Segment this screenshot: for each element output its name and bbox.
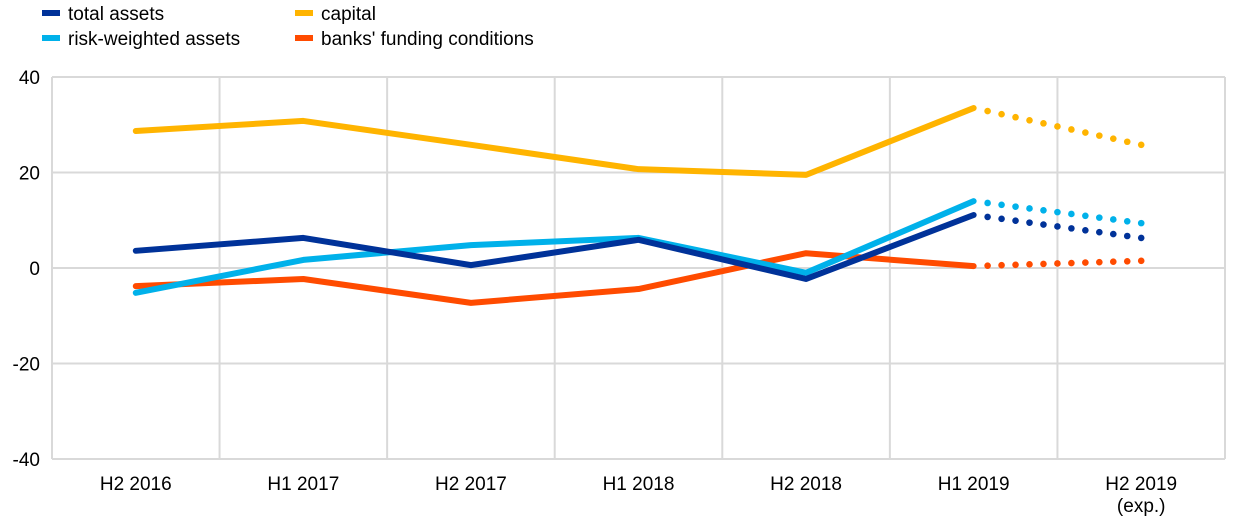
expected-point (1068, 126, 1075, 133)
expected-point (998, 201, 1005, 209)
legend-label: banks' funding conditions (321, 29, 534, 50)
legend-label: total assets (68, 4, 164, 25)
expected-point (1082, 226, 1089, 234)
x-tick-label: H1 2019 (938, 474, 1010, 495)
expected-point (984, 199, 991, 207)
expected-point (1040, 207, 1047, 214)
expected-point (1096, 132, 1103, 139)
x-tick-label: H1 2017 (267, 474, 339, 495)
expected-point (1012, 203, 1019, 210)
expected-point (1082, 259, 1089, 266)
x-axis: H2 2016 H1 2017 H2 2017 H1 2018 H2 2018 H1 20… (100, 474, 1177, 517)
x-tick-label: H2 2019 (1105, 474, 1177, 495)
x-tick-label: H2 2018 (770, 474, 842, 495)
expected-point (1068, 210, 1075, 218)
expected-point (998, 215, 1005, 223)
expected-point (984, 262, 991, 269)
legend-label: capital (321, 4, 376, 25)
series-line-3 (132, 250, 977, 306)
expected-point (1123, 138, 1131, 146)
legend-swatch (42, 10, 60, 16)
x-tick-label: H2 2017 (435, 474, 507, 495)
x-tick-label: H2 2016 (100, 474, 172, 495)
expected-point (1026, 205, 1033, 212)
expected-point (1109, 258, 1117, 266)
series-line-2 (132, 105, 977, 178)
x-tick-label: H1 2018 (603, 474, 675, 495)
expected-point (1012, 113, 1019, 121)
y-axis: -40 -20 0 20 40 (13, 68, 40, 471)
legend: total assets risk-weighted assets capital b… (42, 4, 534, 50)
y-tick-label: 20 (19, 164, 40, 185)
y-tick-label: 0 (29, 259, 40, 280)
expected-point (1026, 261, 1033, 268)
expected-point (1123, 217, 1131, 225)
expected-point (1082, 129, 1089, 136)
expected-point (1026, 116, 1033, 124)
legend-swatch (295, 35, 313, 41)
expected-point (1123, 257, 1131, 265)
expected-point (1040, 221, 1047, 228)
legend-swatch (42, 35, 60, 41)
expected-point (1012, 261, 1019, 269)
series-line-1 (132, 198, 977, 296)
expected-point (998, 261, 1005, 269)
y-tick-label: -20 (13, 355, 40, 376)
expected-point (1096, 258, 1103, 266)
legend-swatch (295, 10, 313, 16)
expected-point (1096, 228, 1103, 236)
expected-point (1012, 217, 1019, 225)
expected-point (1109, 135, 1117, 142)
series-line-0 (132, 211, 977, 282)
expected-point (1137, 219, 1145, 227)
grid (51, 76, 1226, 460)
expected-point (984, 213, 991, 221)
expected-point (1040, 120, 1047, 127)
legend-label: risk-weighted assets (68, 29, 240, 50)
expected-point (1109, 216, 1117, 223)
expected-point (1137, 234, 1145, 242)
expected-point (1068, 225, 1075, 232)
expected-point (1096, 214, 1103, 221)
expected-point (1054, 208, 1061, 216)
expected-point (1068, 259, 1075, 267)
expected-point (1137, 141, 1145, 149)
series-lines (132, 105, 1145, 306)
expected-point (1054, 223, 1061, 230)
expected-point (998, 110, 1005, 118)
y-tick-label: -40 (13, 450, 40, 471)
expected-point (984, 107, 991, 115)
expected-point (1123, 232, 1131, 240)
expected-point (1082, 212, 1089, 220)
expected-point (1137, 257, 1145, 265)
expected-point (1054, 260, 1061, 267)
y-tick-label: 40 (19, 68, 40, 89)
expected-point (1054, 123, 1061, 130)
expected-point (1109, 230, 1117, 238)
expected-point (1040, 260, 1047, 268)
x-tick-label: (exp.) (1117, 496, 1166, 517)
expected-point (1026, 219, 1033, 226)
